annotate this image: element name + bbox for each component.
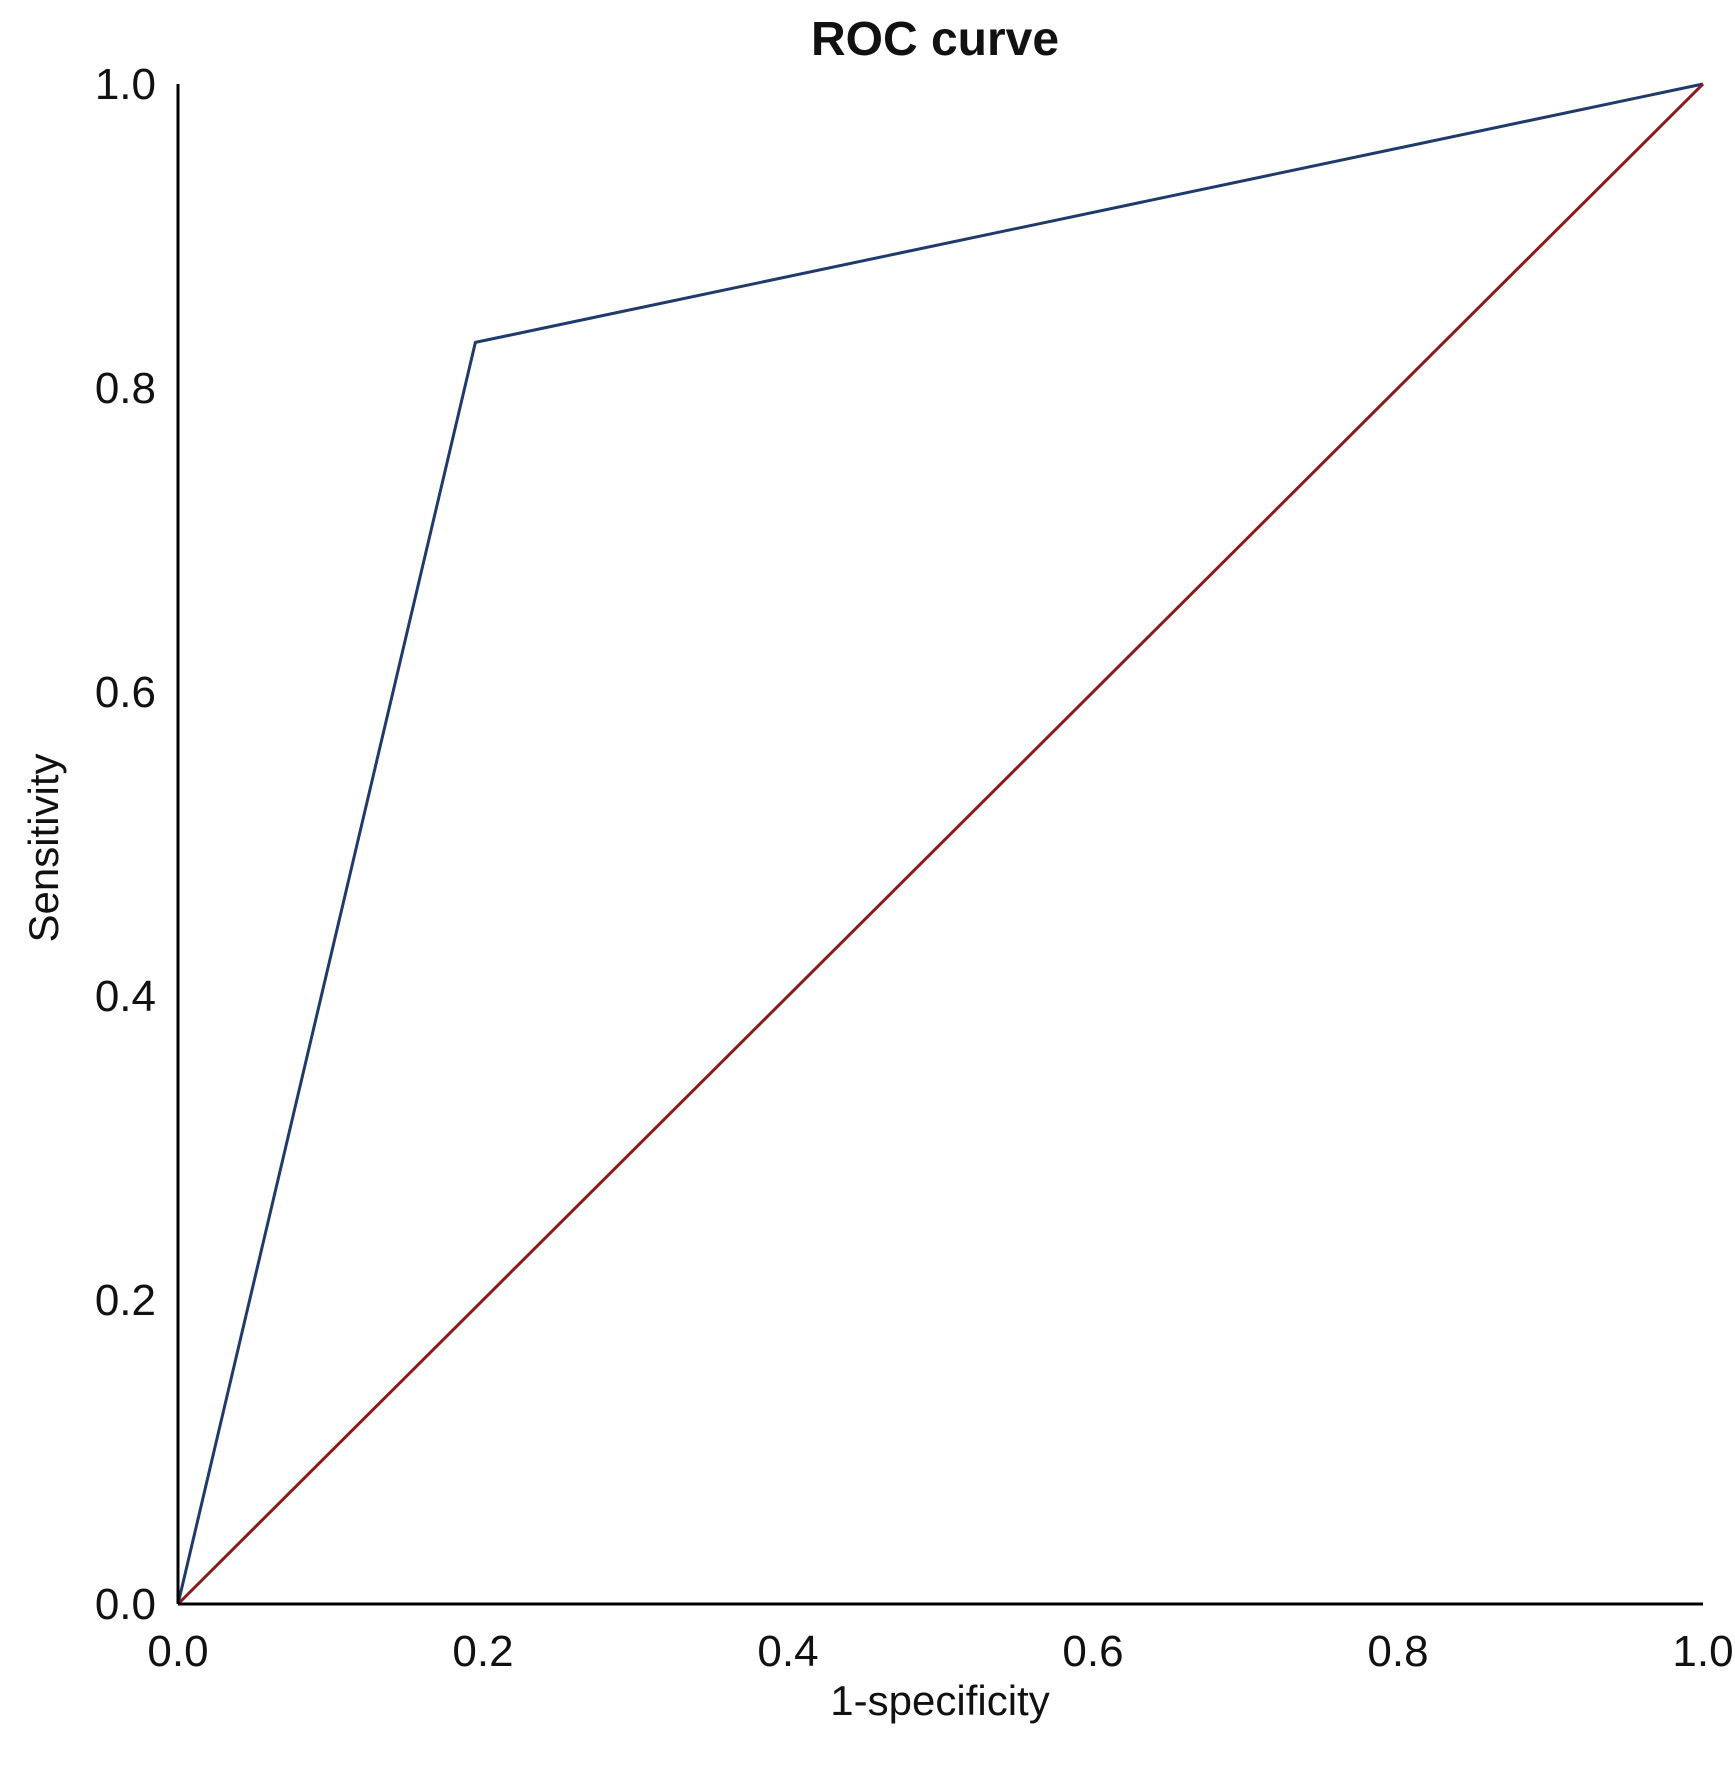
y-tick-label: 0.8	[95, 364, 156, 413]
y-tick-label: 0.0	[95, 1580, 156, 1629]
y-tick-label: 0.4	[95, 972, 156, 1021]
chart-title: ROC curve	[811, 13, 1059, 66]
x-tick-label: 0.6	[1062, 1627, 1123, 1676]
x-tick-label: 0.4	[757, 1627, 818, 1676]
series-layer	[176, 82, 1705, 1606]
x-tick-label: 0.2	[452, 1627, 513, 1676]
y-tick-label: 1.0	[95, 60, 156, 109]
reference-diagonal-line	[176, 82, 1705, 1606]
y-tick-label: 0.6	[95, 668, 156, 717]
roc-curve-line	[176, 82, 1704, 1605]
x-tick-label: 1.0	[1672, 1627, 1733, 1676]
x-tick-labels: 0.0 0.2 0.4 0.6 0.8 1.0	[147, 1627, 1733, 1676]
x-tick-label: 0.0	[147, 1627, 208, 1676]
y-axis-label: Sensitivity	[20, 753, 67, 942]
x-axis-label: 1-specificity	[830, 1677, 1049, 1724]
y-tick-label: 0.2	[95, 1276, 156, 1325]
x-tick-label: 0.8	[1367, 1627, 1428, 1676]
y-tick-labels: 0.0 0.2 0.4 0.6 0.8 1.0	[95, 60, 156, 1629]
